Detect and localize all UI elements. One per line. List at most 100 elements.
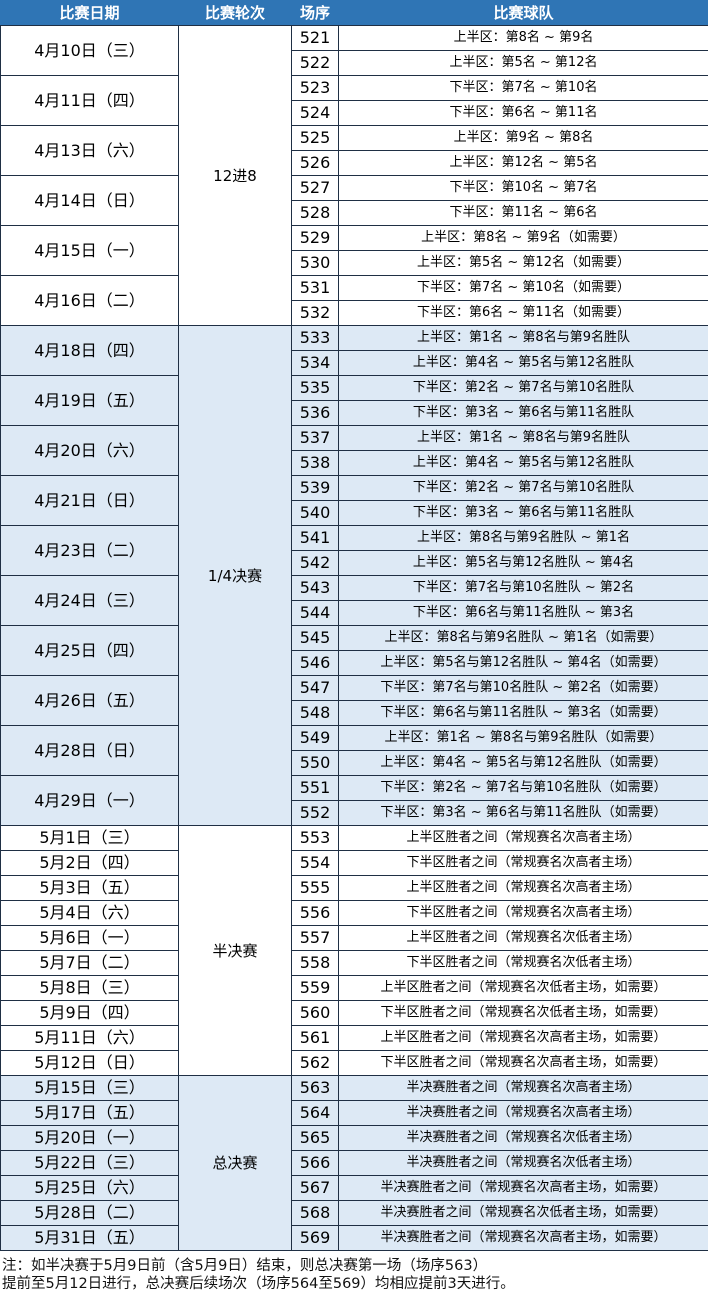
game-number: 569 xyxy=(291,1225,339,1251)
table-row: 4月24日（三） 543 下半区：第7名与第10名胜队 ~ 第2名 xyxy=(0,575,708,626)
matchup: 上半区胜者之间（常规赛名次低者主场，如需要） xyxy=(338,975,708,1001)
matchup: 半决赛胜者之间（常规赛名次高者主场，如需要） xyxy=(338,1175,708,1201)
match-date: 4月16日（二） xyxy=(0,275,179,326)
table-row: 5月12日（日） 562 下半区胜者之间（常规赛名次高者主场，如需要） xyxy=(0,1050,708,1076)
table-row: 5月6日（一） 557 上半区胜者之间（常规赛名次低者主场） xyxy=(0,925,708,951)
matchup: 上半区胜者之间（常规赛名次高者主场） xyxy=(338,825,708,851)
game-number: 549 xyxy=(291,725,339,751)
matchup: 半决赛胜者之间（常规赛名次高者主场，如需要） xyxy=(338,1225,708,1251)
round-name: 半决赛 xyxy=(178,825,292,1076)
matchup: 半决赛胜者之间（常规赛名次高者主场） xyxy=(338,1075,708,1101)
header-round: 比赛轮次 xyxy=(178,0,292,26)
table-row: 5月2日（四） 554 下半区胜者之间（常规赛名次高者主场） xyxy=(0,850,708,876)
game-number: 566 xyxy=(291,1150,339,1176)
game-number: 530 xyxy=(291,250,339,276)
match-date: 5月12日（日） xyxy=(0,1050,179,1076)
matchup: 下半区：第7名 ~ 第10名 xyxy=(338,75,708,101)
matchup: 上半区：第1名 ~ 第8名与第9名胜队 xyxy=(338,325,708,351)
match-date: 4月13日（六） xyxy=(0,125,179,176)
game-number: 527 xyxy=(291,175,339,201)
matchup: 下半区胜者之间（常规赛名次高者主场） xyxy=(338,850,708,876)
matchup: 上半区：第1名 ~ 第8名与第9名胜队（如需要） xyxy=(338,725,708,751)
game-number: 529 xyxy=(291,225,339,251)
table-row: 534 上半区：第4名 ~ 第5名与第12名胜队 xyxy=(1,350,708,376)
table-row: 524 下半区：第6名 ~ 第11名 xyxy=(1,100,708,126)
game-number: 560 xyxy=(291,1000,339,1026)
match-date: 5月6日（一） xyxy=(0,925,179,951)
match-date: 5月20日（一） xyxy=(0,1125,179,1151)
game-number: 542 xyxy=(291,550,339,576)
table-row: 4月23日（二） 541 上半区：第8名与第9名胜队 ~ 第1名 xyxy=(0,525,708,576)
table-row: 4月14日（日） 527 下半区：第10名 ~ 第7名 xyxy=(0,175,708,226)
matchup: 上半区：第12名 ~ 第5名 xyxy=(338,150,708,176)
game-number: 544 xyxy=(291,600,339,626)
game-number: 559 xyxy=(291,975,339,1001)
match-date: 5月31日（五） xyxy=(0,1225,179,1251)
match-date: 4月21日（日） xyxy=(0,475,179,526)
table-row: 5月4日（六） 556 下半区胜者之间（常规赛名次高者主场） xyxy=(0,900,708,926)
table-row: 526 上半区：第12名 ~ 第5名 xyxy=(1,150,708,176)
game-number: 538 xyxy=(291,450,339,476)
matchup: 下半区胜者之间（常规赛名次低者主场，如需要） xyxy=(338,1000,708,1026)
matchup: 上半区胜者之间（常规赛名次低者主场） xyxy=(338,925,708,951)
table-row: 5月20日（一） 565 半决赛胜者之间（常规赛名次低者主场） xyxy=(0,1125,708,1151)
game-number: 562 xyxy=(291,1050,339,1076)
game-number: 547 xyxy=(291,675,339,701)
match-date: 4月19日（五） xyxy=(0,375,179,426)
table-row: 550 上半区：第4名 ~ 第5名与第12名胜队（如需要） xyxy=(1,750,708,776)
match-date: 5月3日（五） xyxy=(0,875,179,901)
match-date: 4月28日（日） xyxy=(0,725,179,776)
match-date: 4月23日（二） xyxy=(0,525,179,576)
match-date: 5月9日（四） xyxy=(0,1000,179,1026)
game-number: 526 xyxy=(291,150,339,176)
table-row: 548 下半区：第6名与第11名胜队 ~ 第3名（如需要） xyxy=(1,700,708,726)
game-number: 534 xyxy=(291,350,339,376)
match-date: 5月4日（六） xyxy=(0,900,179,926)
table-row: 532 下半区：第6名 ~ 第11名（如需要） xyxy=(1,300,708,326)
game-number: 554 xyxy=(291,850,339,876)
table-row: 530 上半区：第5名 ~ 第12名（如需要） xyxy=(1,250,708,276)
game-number: 555 xyxy=(291,875,339,901)
table-row: 4月10日（三） 12进8 521 上半区：第8名 ~ 第9名 xyxy=(0,25,708,326)
match-date: 4月14日（日） xyxy=(0,175,179,226)
match-date: 5月25日（六） xyxy=(0,1175,179,1201)
game-number: 561 xyxy=(291,1025,339,1051)
matchup: 下半区：第7名 ~ 第10名（如需要） xyxy=(338,275,708,301)
matchup: 上半区：第1名 ~ 第8名与第9名胜队 xyxy=(338,425,708,451)
matchup: 下半区：第10名 ~ 第7名 xyxy=(338,175,708,201)
game-number: 524 xyxy=(291,100,339,126)
table-row: 4月25日（四） 545 上半区：第8名与第9名胜队 ~ 第1名（如需要） xyxy=(0,625,708,676)
match-date: 4月15日（一） xyxy=(0,225,179,276)
table-row: 5月17日（五） 564 半决赛胜者之间（常规赛名次高者主场） xyxy=(0,1100,708,1126)
round-name: 12进8 xyxy=(178,25,292,326)
footnote: 注：如半决赛于5月9日前（含5月9日）结束，则总决赛第一场（场序563） 提前至… xyxy=(0,1251,708,1293)
matchup: 下半区：第3名 ~ 第6名与第11名胜队 xyxy=(338,400,708,426)
match-date: 4月29日（一） xyxy=(0,775,179,826)
round-name: 总决赛 xyxy=(178,1075,292,1251)
game-number: 525 xyxy=(291,125,339,151)
table-row: 528 下半区：第11名 ~ 第6名 xyxy=(1,200,708,226)
game-number: 546 xyxy=(291,650,339,676)
match-date: 4月24日（三） xyxy=(0,575,179,626)
matchup: 半决赛胜者之间（常规赛名次低者主场，如需要） xyxy=(338,1200,708,1226)
matchup: 下半区：第11名 ~ 第6名 xyxy=(338,200,708,226)
game-number: 558 xyxy=(291,950,339,976)
matchup: 下半区：第2名 ~ 第7名与第10名胜队 xyxy=(338,375,708,401)
game-number: 564 xyxy=(291,1100,339,1126)
match-date: 4月18日（四） xyxy=(0,325,179,376)
table-row: 4月19日（五） 535 下半区：第2名 ~ 第7名与第10名胜队 xyxy=(0,375,708,426)
game-number: 565 xyxy=(291,1125,339,1151)
game-number: 543 xyxy=(291,575,339,601)
table-row: 4月28日（日） 549 上半区：第1名 ~ 第8名与第9名胜队（如需要） xyxy=(0,725,708,776)
game-number: 568 xyxy=(291,1200,339,1226)
game-number: 533 xyxy=(291,325,339,351)
header-date: 比赛日期 xyxy=(0,0,179,26)
table-row: 5月9日（四） 560 下半区胜者之间（常规赛名次低者主场，如需要） xyxy=(0,1000,708,1026)
match-date: 5月28日（二） xyxy=(0,1200,179,1226)
schedule-body: 4月10日（三） 12进8 521 上半区：第8名 ~ 第9名 522 上半区：第5名 ~… xyxy=(0,25,708,1251)
matchup: 下半区：第6名 ~ 第11名（如需要） xyxy=(338,300,708,326)
table-row: 4月16日（二） 531 下半区：第7名 ~ 第10名（如需要） xyxy=(0,275,708,326)
table-row: 5月1日（三） 半决赛 553 上半区胜者之间（常规赛名次高者主场） xyxy=(0,825,708,1076)
game-number: 539 xyxy=(291,475,339,501)
game-number: 528 xyxy=(291,200,339,226)
